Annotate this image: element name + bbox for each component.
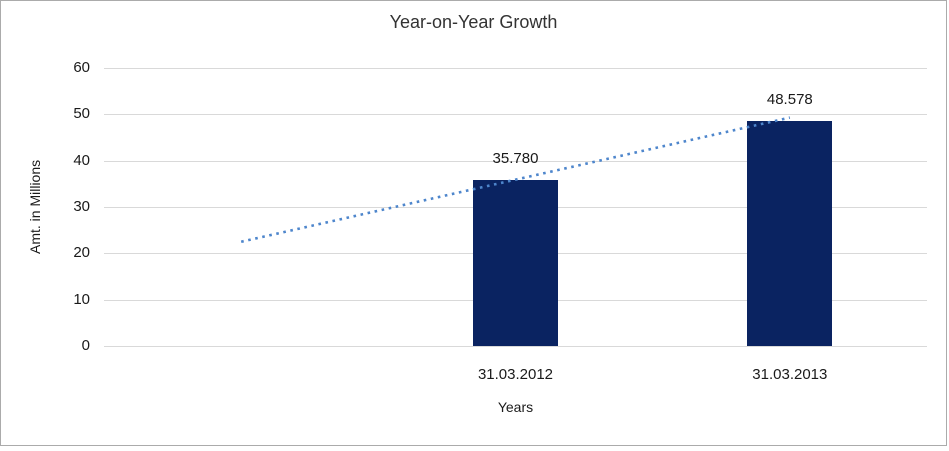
y-tick-label-10: 10 [73,290,90,308]
data-label-31.03.2012: 35.780 [492,150,539,168]
x-tick-label-31.03.2013: 31.03.2013 [752,366,828,383]
y-tick-label-20: 20 [73,244,90,262]
gridline-50 [104,114,927,116]
trendline [240,116,791,244]
y-tick-label-30: 30 [73,198,90,215]
x-axis-title: Years [497,399,534,415]
gridline-0 [104,346,927,347]
x-tick-label-31.03.2012: 31.03.2012 [477,366,554,383]
trendline-path [240,116,791,244]
data-label-31.03.2013: 48.578 [766,90,813,108]
y-tick-label-0: 0 [81,337,90,354]
y-tick-label-50: 50 [73,105,90,123]
y-tick-label-40: 40 [73,151,90,169]
bar-31.03.2013 [747,120,833,346]
y-tick-label-60: 60 [73,59,90,76]
gridline-60 [104,68,927,69]
bar-31.03.2012 [473,180,558,346]
chart-title: Year-on-Year Growth [389,12,558,32]
gridline-40 [104,160,927,162]
plot-area: 35.780 48.578 [104,68,927,347]
